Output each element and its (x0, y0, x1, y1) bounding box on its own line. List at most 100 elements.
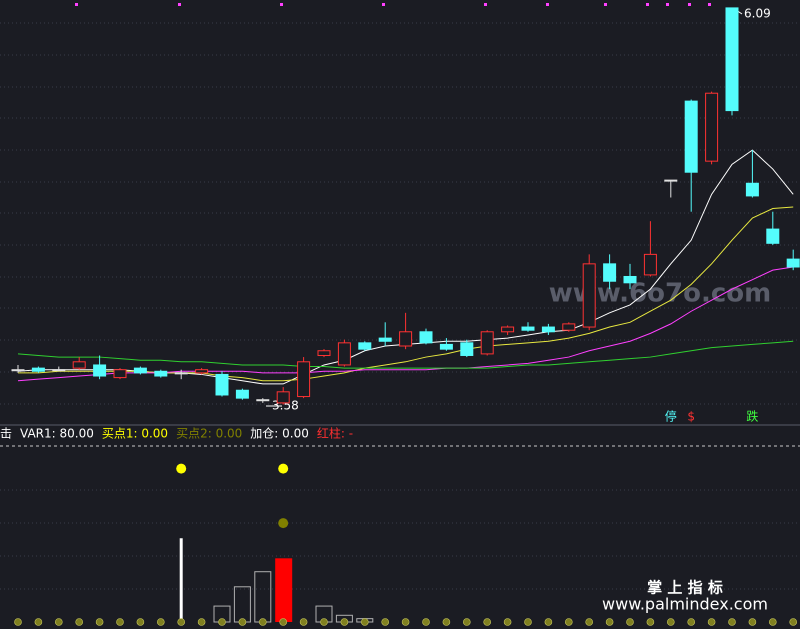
candle-body (276, 391, 290, 404)
baseline-dot (177, 618, 185, 626)
baseline-dot (707, 618, 716, 626)
candle-body (11, 369, 25, 372)
candle-body (52, 369, 66, 372)
baseline-dot (360, 618, 369, 626)
baseline-dot (605, 618, 614, 626)
baseline-dot (34, 618, 43, 626)
candle-body (582, 263, 596, 328)
candle-body (419, 331, 433, 344)
ma-line (17, 340, 794, 369)
bar (275, 558, 293, 622)
baseline-dot (299, 618, 308, 626)
candle-body (766, 228, 780, 244)
baseline-dot (340, 618, 349, 626)
candle-body (72, 361, 86, 369)
baseline-dot (462, 618, 471, 626)
baseline-dot (279, 618, 288, 626)
decor (75, 3, 711, 6)
ma-line (18, 206, 794, 382)
bar (254, 571, 272, 623)
legend-item: VAR1: 80.00 (20, 427, 94, 441)
candle-body (664, 179, 678, 182)
baseline-dot (483, 618, 492, 626)
candle-body (93, 364, 107, 377)
candle-body (358, 342, 372, 350)
candle-body (501, 326, 515, 333)
candle-body (745, 182, 759, 197)
candle-body (399, 331, 413, 347)
candle-body (31, 367, 45, 372)
dot (278, 463, 289, 474)
dot (176, 463, 187, 474)
baseline-dot (422, 618, 430, 626)
signal-label: 跌 (746, 409, 758, 424)
candle-body (603, 263, 617, 282)
baseline-dot (748, 618, 757, 626)
candle-body (480, 331, 494, 355)
candle-body (643, 253, 657, 276)
baseline-dot (116, 618, 124, 626)
baseline-dot (14, 618, 22, 626)
candle-body (705, 92, 719, 162)
candle-body (786, 258, 800, 268)
legend-item: 红柱: - (317, 426, 353, 441)
legend-item: 加仓: 0.00 (250, 427, 309, 441)
baseline-dot (666, 618, 675, 626)
baseline-dot (95, 618, 104, 626)
footer-title: 掌 上 指 标 (647, 579, 723, 597)
legend-item: 击 (0, 427, 12, 441)
baseline-dot (646, 618, 655, 626)
baseline-dot (626, 618, 634, 626)
candle-body (195, 369, 209, 374)
baseline-dot (687, 618, 696, 626)
candle-body (439, 343, 453, 350)
candle-body (317, 350, 331, 356)
baseline-dot (585, 618, 594, 626)
dot (278, 518, 289, 529)
legend-item: 买点2: 0.00 (176, 427, 242, 441)
legend-item: 买点1: 0.00 (102, 427, 168, 441)
signal-label: $ (687, 410, 695, 424)
baseline-dot (238, 618, 247, 626)
baseline-dot (564, 618, 573, 626)
candle-body (562, 323, 576, 331)
candle-body (541, 326, 555, 333)
candle-body (133, 367, 147, 374)
footer-url: www.palmindex.com (602, 595, 768, 614)
baseline-dot (401, 618, 410, 626)
candle-body (684, 100, 698, 173)
baseline-dot (503, 618, 512, 626)
baseline-dot (136, 618, 145, 626)
candle-body (725, 7, 739, 112)
baseline-dot (75, 618, 83, 626)
candle-body (174, 372, 188, 375)
baseline-dot (768, 618, 777, 626)
grid (0, 22, 800, 590)
baseline-dot (157, 618, 165, 626)
baseline-dot (54, 618, 63, 626)
baseline-dot (789, 618, 798, 626)
watermark: www.6o7o.com (549, 279, 771, 309)
high-annotation: 6.09 (744, 7, 771, 21)
baseline-dot (728, 618, 736, 626)
bar (233, 586, 251, 623)
candle-body (378, 337, 392, 342)
candle-body (521, 326, 535, 331)
candle-body (256, 399, 270, 402)
candle-body (337, 342, 351, 366)
candle-body (154, 370, 168, 377)
ma-line (17, 266, 794, 382)
baseline-dot (381, 618, 390, 626)
candle-body (235, 389, 249, 399)
baseline-dot (258, 618, 267, 626)
candle-body (113, 369, 127, 379)
signal-label: 停 (665, 409, 677, 424)
candle-body (297, 361, 311, 398)
candle-body (215, 373, 229, 396)
baseline-dot (218, 618, 226, 626)
candle-body (460, 342, 474, 356)
candle-body (623, 275, 637, 284)
baseline-dot (197, 618, 206, 626)
baseline-dot (320, 618, 328, 626)
